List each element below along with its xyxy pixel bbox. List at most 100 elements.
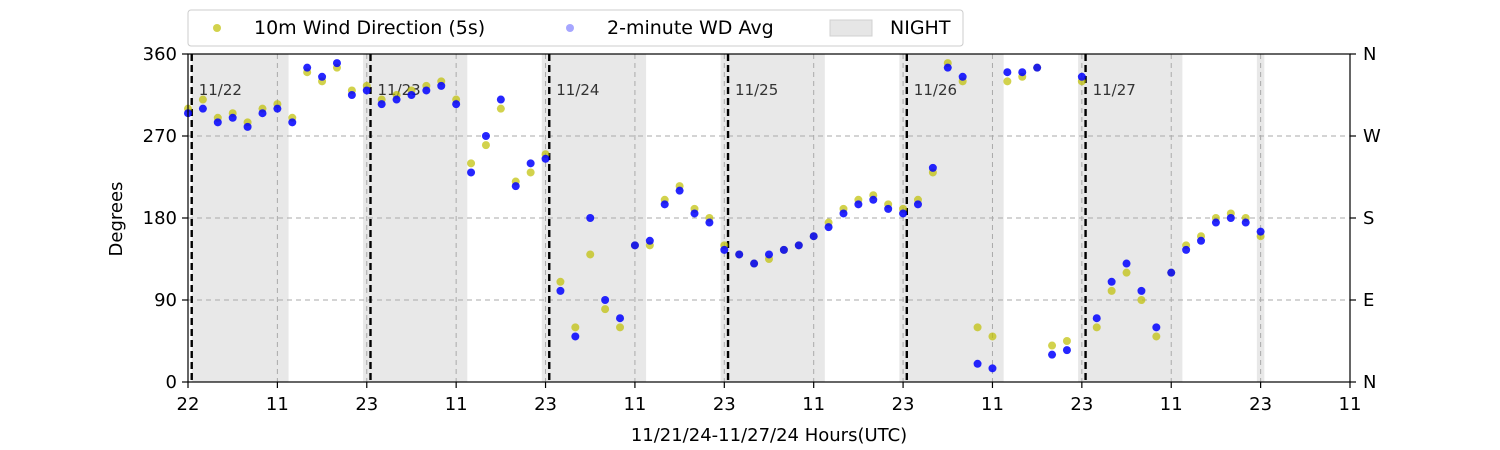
data-point — [586, 250, 595, 259]
x-tick-label: 22 — [177, 394, 200, 415]
data-point — [303, 63, 312, 72]
y-tick-label: 180 — [143, 208, 177, 229]
data-point — [422, 86, 431, 95]
data-point — [616, 314, 625, 323]
data-point — [958, 72, 967, 81]
data-point — [630, 241, 639, 250]
data-point — [571, 332, 580, 341]
y2-tick-label: E — [1363, 290, 1374, 311]
data-point — [556, 286, 565, 295]
x-tick-label: 23 — [892, 394, 915, 415]
x-tick-label: 23 — [1249, 394, 1272, 415]
y2-tick-label: W — [1363, 126, 1381, 147]
legend-label-wd-avg: 2-minute WD Avg — [607, 17, 774, 39]
data-point — [943, 63, 952, 72]
data-point — [1092, 323, 1101, 332]
data-point — [347, 91, 356, 99]
data-point — [1003, 77, 1012, 86]
data-point — [913, 200, 922, 209]
data-point — [869, 195, 878, 204]
legend-box — [187, 9, 964, 47]
data-point — [1167, 268, 1176, 277]
grid-lines — [188, 54, 1350, 382]
data-point — [988, 332, 997, 341]
data-point — [854, 200, 863, 209]
data-point — [794, 241, 803, 250]
data-point — [571, 323, 580, 332]
day-marker-label: 11/22 — [199, 81, 242, 99]
data-point — [928, 163, 937, 172]
x-axis-label: 11/21/24-11/27/24 Hours(UTC) — [631, 425, 907, 446]
data-point — [988, 364, 997, 373]
legend-marker-wind-direction — [213, 24, 221, 32]
data-point — [467, 159, 476, 168]
data-point — [556, 277, 565, 286]
x-tick-label: 11 — [623, 394, 646, 415]
day-marker-label: 11/25 — [735, 81, 778, 99]
y-axis-ticks: 0 90 180 270 360 — [143, 44, 188, 393]
data-point — [377, 100, 386, 109]
data-point — [645, 236, 654, 245]
data-point — [1256, 227, 1265, 236]
data-point — [1137, 286, 1146, 295]
night-band — [1078, 54, 1183, 382]
data-point — [481, 132, 490, 140]
data-point — [765, 250, 773, 259]
data-point — [1062, 337, 1071, 345]
data-point — [1092, 314, 1101, 323]
data-point — [1107, 277, 1116, 286]
data-point — [735, 250, 744, 259]
data-point — [1018, 68, 1027, 77]
data-point — [899, 209, 908, 218]
data-point — [1226, 214, 1235, 222]
data-point — [526, 159, 535, 168]
data-point — [779, 245, 788, 254]
data-point — [973, 323, 982, 332]
x-tick-label: 23 — [713, 394, 736, 415]
data-point — [690, 209, 699, 218]
data-point — [1033, 63, 1042, 72]
data-point — [720, 245, 729, 254]
data-point — [243, 122, 252, 131]
wd-avg-2min-series — [184, 59, 1265, 373]
legend-marker-night — [829, 19, 873, 37]
data-point — [198, 95, 207, 104]
y-tick-label: 270 — [143, 126, 177, 147]
data-point — [675, 186, 684, 195]
data-point — [1077, 72, 1086, 81]
night-band — [899, 54, 1004, 382]
data-point — [1122, 259, 1131, 268]
data-point — [809, 232, 818, 241]
data-point — [258, 109, 267, 118]
data-point — [824, 223, 833, 232]
data-point — [198, 104, 207, 113]
data-point — [750, 259, 759, 268]
data-point — [392, 95, 401, 104]
legend-marker-wd-avg — [566, 24, 574, 32]
data-point — [318, 72, 327, 81]
data-point — [1182, 245, 1191, 254]
legend-label-night: NIGHT — [890, 17, 951, 39]
day-marker-label: 11/26 — [914, 81, 957, 99]
data-point — [407, 91, 416, 99]
x-tick-label: 11 — [1339, 394, 1362, 415]
data-point — [1107, 286, 1116, 295]
x-tick-label: 11 — [445, 394, 468, 415]
data-point — [586, 214, 595, 222]
y-tick-label: 360 — [143, 44, 177, 65]
data-point — [1211, 218, 1220, 227]
x-tick-label: 23 — [534, 394, 557, 415]
data-point — [1137, 296, 1146, 304]
data-point — [601, 296, 610, 304]
x-tick-label: 11 — [266, 394, 289, 415]
data-point — [496, 95, 505, 104]
data-point — [601, 305, 610, 314]
data-point — [467, 168, 476, 177]
day-marker-label: 11/24 — [556, 81, 599, 99]
y2-tick-label: N — [1363, 372, 1376, 393]
y-tick-label: 0 — [166, 372, 177, 393]
x-tick-label: 23 — [1070, 394, 1093, 415]
data-point — [973, 359, 982, 368]
y2-axis-ticks: N E S W N — [1350, 44, 1381, 393]
day-marker-label: 11/27 — [1093, 81, 1136, 99]
